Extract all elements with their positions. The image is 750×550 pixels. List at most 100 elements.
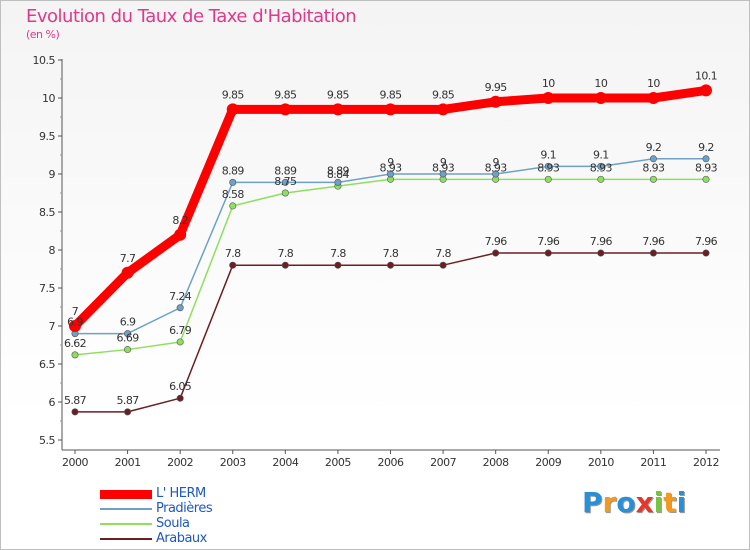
data-label: 10 [542,77,555,90]
data-point [700,84,712,97]
logo-letter: x [635,486,654,519]
data-label: 9.85 [327,88,350,101]
x-tick-label: 2012 [693,456,719,469]
data-label: 6.9 [120,316,136,329]
data-label: 7.96 [695,235,718,248]
y-tick-label: 5.5 [39,434,55,447]
data-label: 9.85 [379,88,402,101]
data-point [647,92,660,104]
data-point [281,261,289,269]
data-point [384,103,397,116]
data-point [544,162,552,170]
data-label: 7.24 [169,290,192,303]
data-label: 7.7 [120,252,136,265]
y-tick-label: 8.5 [39,206,55,219]
data-label: 8.84 [327,168,350,181]
data-point [439,261,447,269]
data-point [544,175,552,183]
data-point [492,170,500,178]
x-tick-label: 2002 [167,456,193,469]
logo-letter: i [676,486,687,519]
data-point [649,249,657,257]
data-point [437,103,450,116]
data-point [229,178,237,186]
chart-subtitle: (en %) [26,28,60,41]
data-label: 8.93 [485,161,508,174]
y-tick-label: 10.5 [33,54,56,67]
data-label: 8.93 [379,161,402,174]
y-tick-label: 8 [49,244,56,257]
legend-swatch [100,508,152,510]
data-label: 5.87 [117,394,140,407]
data-point [279,103,292,116]
data-point [176,304,184,312]
data-label: 9.1 [593,148,609,161]
x-tick-label: 2005 [325,456,351,469]
x-tick-label: 2010 [588,456,614,469]
data-label: 10 [594,77,607,90]
data-point [124,330,132,338]
data-point [439,170,447,178]
data-label: 7.8 [435,247,451,260]
data-point [71,351,79,359]
data-label: 8.93 [695,161,718,174]
logo-letter: t [663,486,677,519]
legend-label: Pradières [156,501,213,516]
data-label: 7.8 [277,247,293,260]
data-label: 6.79 [169,324,192,337]
data-label: 8.93 [537,161,560,174]
data-label: 8.58 [222,188,245,201]
data-label: 9.1 [540,148,556,161]
data-label: 8.89 [274,164,297,177]
logo-letter: r [602,486,617,519]
data-label: 9.85 [222,88,245,101]
data-label: 5.87 [64,394,87,407]
data-point [174,228,187,241]
legend-label: Arabaux [156,531,207,546]
data-point [229,202,237,210]
logo-letter: P [582,486,603,519]
data-point [544,249,552,257]
proxiti-logo: Proxiti [582,486,686,519]
legend-swatch [100,538,152,540]
y-tick-label: 7 [49,320,56,333]
data-point [281,178,289,186]
data-label: 6.9 [67,316,83,329]
data-point [702,249,710,257]
data-label: 8.89 [327,164,350,177]
data-label: 8.93 [590,161,613,174]
data-point [176,338,184,346]
data-label: 10 [647,77,660,90]
data-label: 9 [440,156,447,169]
y-tick-label: 6.5 [39,358,55,371]
data-label: 9.2 [646,141,662,154]
data-point [281,189,289,197]
data-label: 8.93 [432,161,455,174]
y-tick-label: 7.5 [39,282,55,295]
data-point [69,320,81,332]
x-tick-label: 2001 [115,456,141,469]
data-label: 9.95 [485,81,508,94]
y-tick-label: 10 [42,92,55,105]
data-point [124,408,132,416]
data-label: 9.85 [274,88,297,101]
data-label: 7.96 [642,235,665,248]
logo-letter: o [616,486,636,519]
data-label: 9.85 [432,88,455,101]
logo-letter: i [653,486,664,519]
x-tick-label: 2007 [430,456,456,469]
data-point [492,249,500,257]
data-label: 7.96 [590,235,613,248]
data-point [649,175,657,183]
data-point [597,175,605,183]
data-label: 10.1 [695,69,717,82]
data-label: 7.96 [537,235,560,248]
data-point [386,261,394,269]
x-tick-label: 2008 [483,456,509,469]
data-point [594,92,607,104]
data-point [71,408,79,416]
x-tick-label: 2011 [640,456,666,469]
data-label: 9 [387,156,394,169]
data-label: 7.8 [225,247,241,260]
